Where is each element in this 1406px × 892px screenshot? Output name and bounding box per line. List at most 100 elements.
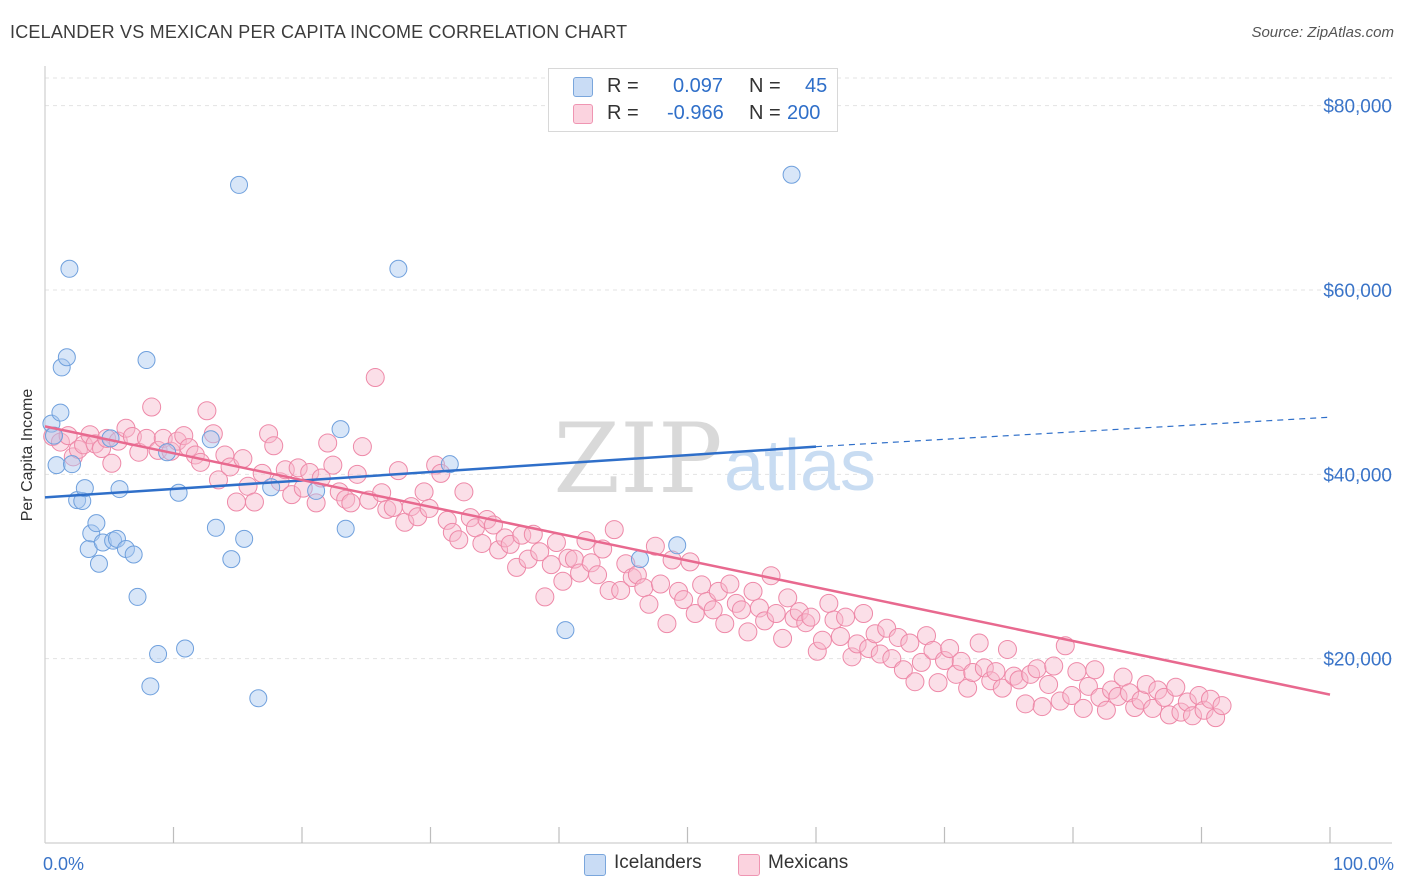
mexican-point xyxy=(634,578,654,598)
mexican-point xyxy=(616,554,636,574)
mexican-point xyxy=(500,534,520,554)
mexican-point xyxy=(174,426,194,446)
mexicans-points xyxy=(43,368,1232,728)
icelander-point xyxy=(110,480,129,499)
mexican-point xyxy=(1073,698,1093,718)
mexican-point xyxy=(755,611,775,631)
mexican-point xyxy=(1108,686,1128,706)
icelander-point xyxy=(206,518,225,537)
tick-labels: $20,000 $40,000 $60,000 $80,000 0.0% 100.0% xyxy=(43,97,1394,874)
y-tick-label: $20,000 xyxy=(1323,650,1392,671)
mexican-point xyxy=(92,439,112,459)
mexican-point xyxy=(1194,700,1214,720)
mexican-point xyxy=(651,574,671,594)
mexican-point xyxy=(541,555,561,575)
icelander-point xyxy=(75,479,94,498)
mexicans-swatch xyxy=(573,104,593,124)
mexicans-trend-line xyxy=(44,425,1331,696)
mexican-point xyxy=(282,485,302,505)
mexican-point xyxy=(986,662,1006,682)
mexican-point xyxy=(546,533,566,553)
mexican-point xyxy=(935,651,954,671)
mexican-point xyxy=(789,602,809,622)
mexican-point xyxy=(1183,706,1203,726)
mexican-point xyxy=(969,633,989,653)
mexican-point xyxy=(1136,674,1156,694)
mexican-point xyxy=(414,482,434,502)
mexican-point xyxy=(454,482,474,502)
mexican-point xyxy=(190,452,210,472)
mexican-point xyxy=(1021,664,1041,684)
icelanders-swatch xyxy=(573,77,593,97)
icelander-point xyxy=(201,430,220,449)
mexican-point xyxy=(674,590,694,610)
icelander-point xyxy=(124,545,143,564)
mexican-point xyxy=(352,437,372,457)
stats-box: R = 0.097 N = 45 R = -0.966 N = 200 xyxy=(548,68,838,132)
mexican-point xyxy=(893,660,913,680)
icelander-point xyxy=(128,587,147,606)
mexican-point xyxy=(472,533,492,553)
mexican-point xyxy=(1143,698,1163,718)
watermark-atlas: atlas xyxy=(724,426,876,506)
mexican-point xyxy=(784,608,804,628)
mexican-point xyxy=(495,528,515,548)
mexicans-legend-swatch xyxy=(738,854,760,876)
n-value: 200 xyxy=(787,102,821,124)
mexican-point xyxy=(703,600,723,620)
mexican-point xyxy=(639,594,659,614)
mexican-point xyxy=(50,432,70,452)
mexican-point xyxy=(997,639,1017,659)
mexican-point xyxy=(259,424,279,444)
mexican-point xyxy=(657,614,677,634)
mexican-point xyxy=(489,540,509,560)
mexican-point xyxy=(318,433,338,453)
mexican-point xyxy=(1085,660,1105,680)
mexican-point xyxy=(766,604,786,623)
mexican-point xyxy=(1200,689,1220,709)
icelander-point xyxy=(47,456,66,475)
icelander-point xyxy=(668,536,687,555)
icelander-point xyxy=(249,689,268,708)
legend-label: Icelanders xyxy=(614,852,702,873)
trend-lines xyxy=(44,416,1331,696)
mexican-point xyxy=(1206,708,1226,728)
icelander-point xyxy=(52,358,71,377)
mexican-point xyxy=(708,581,728,601)
mexican-point xyxy=(341,493,361,513)
mexican-point xyxy=(599,580,619,600)
icelander-point xyxy=(782,165,801,184)
mexican-point xyxy=(208,470,228,490)
icelander-point xyxy=(89,554,108,573)
icelander-point xyxy=(57,348,76,367)
mexican-point xyxy=(877,618,897,638)
icelander-point xyxy=(230,175,249,194)
watermark: ZIP atlas xyxy=(553,403,876,515)
mexican-point xyxy=(581,553,601,573)
mexican-point xyxy=(726,593,746,613)
mexican-point xyxy=(958,678,978,698)
mexican-point xyxy=(197,401,217,421)
mexican-point xyxy=(1027,659,1047,679)
x-tick-label: 100.0% xyxy=(1333,854,1394,874)
mexican-point xyxy=(226,492,246,512)
mexican-point xyxy=(553,571,573,591)
mexican-point xyxy=(911,652,931,672)
mexican-point xyxy=(1212,696,1232,716)
y-tick-label: $80,000 xyxy=(1323,97,1392,118)
icelander-point xyxy=(389,259,408,278)
y-tick-label: $40,000 xyxy=(1323,465,1392,486)
mexican-point xyxy=(801,607,821,627)
mexican-point xyxy=(842,647,862,667)
mexican-point xyxy=(142,397,162,417)
icelander-point xyxy=(141,677,160,696)
mexican-point xyxy=(738,622,758,642)
mexican-point xyxy=(847,634,867,654)
mexican-point xyxy=(1189,686,1209,706)
icelander-point xyxy=(169,483,188,502)
n-label: N = xyxy=(749,75,781,97)
mexican-point xyxy=(685,604,705,623)
icelanders-legend-swatch xyxy=(584,854,606,876)
mexican-point xyxy=(807,641,827,661)
